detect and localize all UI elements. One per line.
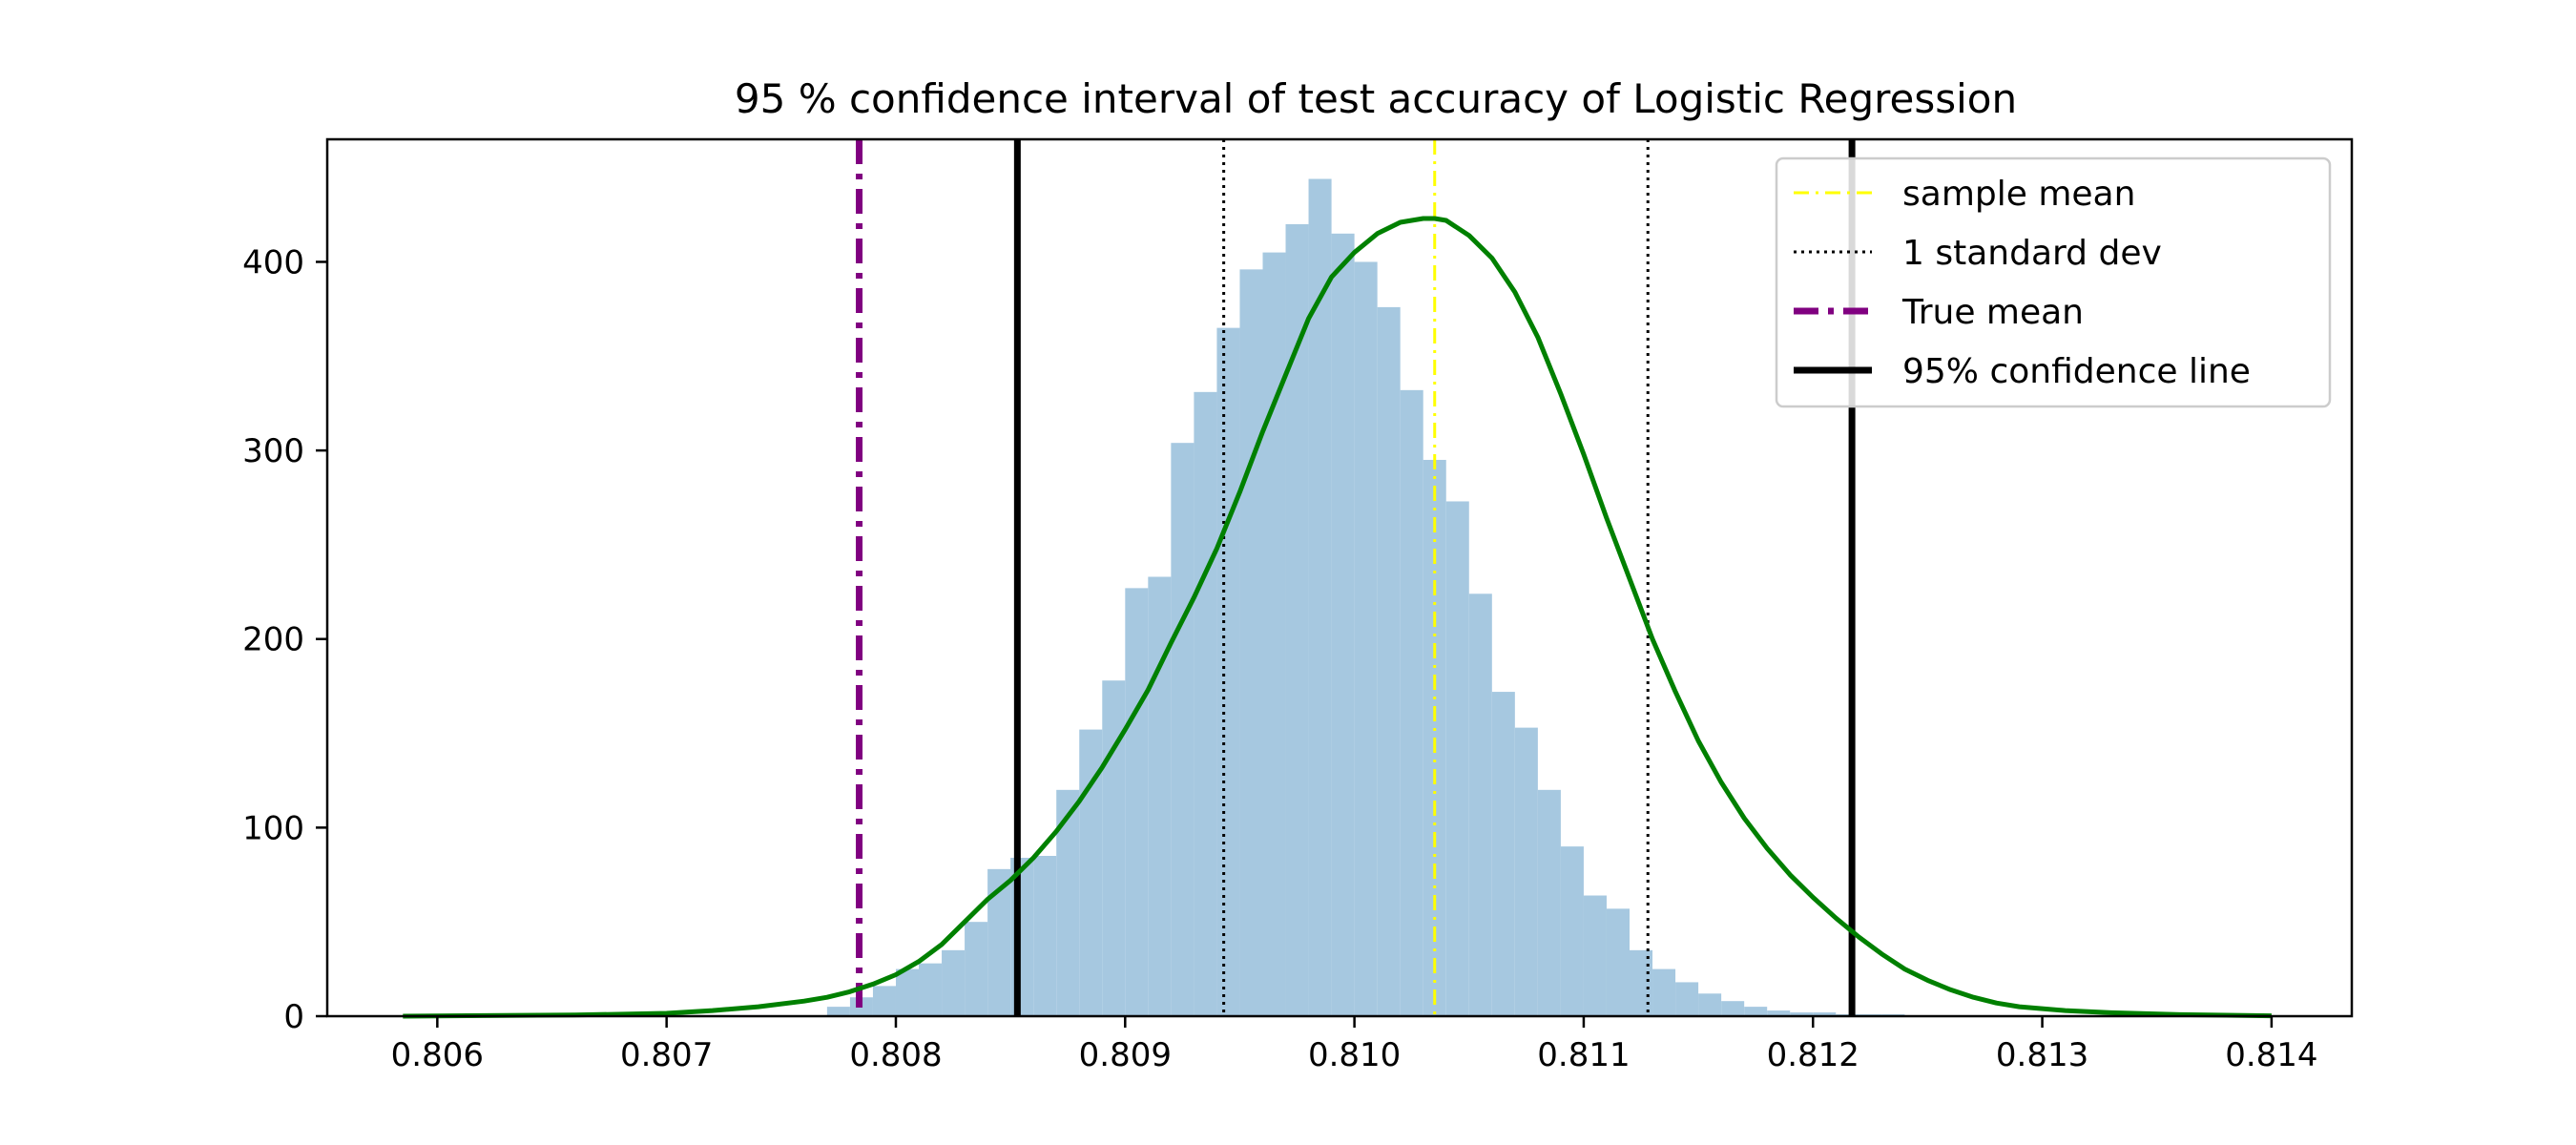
kde-curve <box>403 216 2272 1019</box>
x-tick-label: 0.813 <box>1996 1036 2088 1074</box>
x-tick-label: 0.810 <box>1308 1036 1401 1074</box>
histogram-bar <box>1239 269 1263 1016</box>
histogram-bar <box>1285 223 1309 1016</box>
histogram-bar <box>872 986 896 1016</box>
histogram-bar <box>942 949 966 1016</box>
x-tick-label: 0.814 <box>2225 1036 2317 1074</box>
x-tick-label: 0.812 <box>1767 1036 1859 1074</box>
histogram-bar <box>1652 968 1676 1016</box>
histogram-bar <box>1445 501 1469 1016</box>
histogram-bar <box>1813 1012 1837 1016</box>
histogram-bar <box>895 968 920 1016</box>
legend-label: sample mean <box>1902 175 2135 214</box>
kde-curve-group <box>403 216 2272 1019</box>
histogram-bar <box>1514 727 1538 1016</box>
y-tick-label: 300 <box>242 432 304 470</box>
histogram-bar <box>1377 306 1401 1016</box>
histogram-bar <box>1491 692 1515 1016</box>
y-tick-label: 200 <box>242 621 304 659</box>
legend-box <box>1775 156 2332 408</box>
y-tick-label: 0 <box>283 998 304 1036</box>
legend-label: True mean <box>1901 293 2084 332</box>
histogram-bar <box>965 922 988 1016</box>
histogram-bar <box>1148 576 1172 1016</box>
legend-label: 95% confidence line <box>1902 352 2251 391</box>
x-tick-label: 0.808 <box>849 1036 942 1074</box>
histogram-bar <box>1262 252 1286 1016</box>
histogram-bar <box>1698 993 1722 1016</box>
histogram-bar <box>1354 261 1378 1016</box>
histogram-bar <box>1194 391 1217 1017</box>
histogram-bar <box>1721 1001 1745 1016</box>
histogram-bar <box>1468 593 1492 1016</box>
x-tick-label: 0.811 <box>1537 1036 1630 1074</box>
histogram-bar <box>1767 1010 1791 1016</box>
histogram-bar <box>1125 588 1149 1016</box>
legend: sample mean 1 standard dev True mean 95% co… <box>1775 156 2332 408</box>
histogram-bar <box>1033 856 1057 1016</box>
y-tick-label: 100 <box>242 809 304 847</box>
histogram-bar <box>1400 389 1423 1016</box>
x-tick-label: 0.809 <box>1079 1036 1172 1074</box>
legend-label: 1 standard dev <box>1902 234 2162 273</box>
histogram-bar <box>1606 908 1631 1016</box>
histogram <box>826 178 1905 1017</box>
y-tick-label: 400 <box>242 243 304 281</box>
histogram-bar <box>1010 857 1034 1016</box>
histogram-bar <box>1171 443 1195 1016</box>
histogram-bar <box>1583 895 1607 1016</box>
histogram-bar <box>1079 729 1103 1016</box>
chart-title: 95 % confidence interval of test accurac… <box>735 75 2017 122</box>
x-tick-label: 0.807 <box>620 1036 713 1074</box>
histogram-bar <box>1308 178 1332 1016</box>
histogram-bar <box>1790 1012 1814 1016</box>
x-tick-label: 0.806 <box>391 1036 484 1074</box>
histogram-bar <box>919 963 943 1016</box>
histogram-bar <box>1331 233 1355 1016</box>
histogram-bar <box>1560 846 1584 1016</box>
histogram-bar <box>1744 1007 1768 1016</box>
histogram-bar <box>1630 949 1653 1016</box>
plot-frame <box>325 137 2354 1018</box>
histogram-bar <box>1675 982 1699 1016</box>
histogram-bar <box>1216 327 1240 1016</box>
axes: 0.806 0.807 0.808 0.809 0.810 0.811 0.812 0.813… <box>242 137 2354 1074</box>
histogram-bar <box>826 1007 850 1016</box>
histogram-bar <box>1537 789 1561 1016</box>
